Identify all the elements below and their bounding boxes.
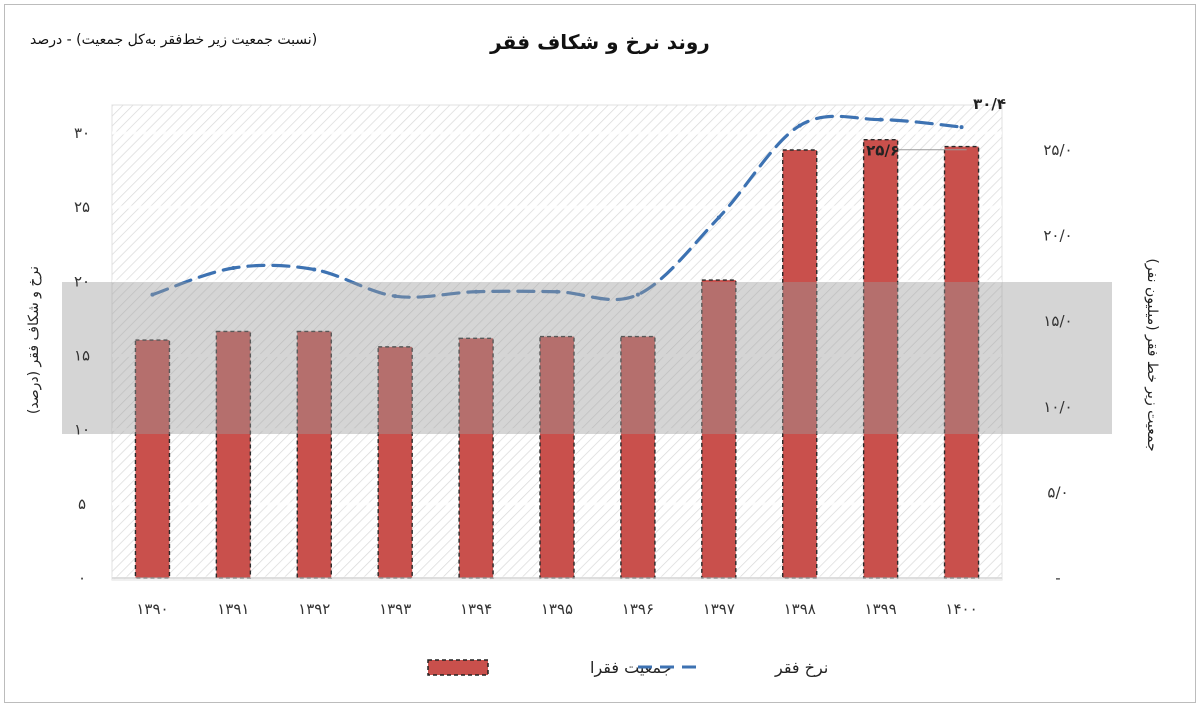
x-tick-label: ۱۳۹۰ [136,600,168,618]
y-right-tick-label: ۱۵/۰ [1043,312,1072,330]
watermark-band [62,282,1112,434]
data-label: ۲۵/۶ [866,142,899,160]
y-axis-left: ۰ ۵ ۱۰ ۱۵ ۲۰ ۲۵ ۳۰ [74,124,90,587]
x-axis: ۱۳۹۰ ۱۳۹۱ ۱۳۹۲ ۱۳۹۳ ۱۳۹۴ ۱۳۹۵ ۱۳۹۶ ۱۳۹۷ ۱۳۹۸ ۱۳۹۹… [112,577,1002,618]
y-axis-right: - ۵/۰ ۱۰/۰ ۱۵/۰ ۲۰/۰ ۲۵/۰ [1043,141,1072,587]
x-tick-label: ۱۳۹۹ [865,600,897,618]
bar [134,339,171,579]
x-tick-label: ۱۳۹۳ [379,600,411,618]
line-point [635,292,640,297]
y-axis-left-title: نرخ و شکاف فقر (درصد) [26,266,42,414]
line-point [393,294,398,299]
y-right-tick-label: ۲۵/۰ [1043,141,1072,159]
bar [539,335,575,579]
y-left-tick-label: ۱۰ [74,421,90,439]
x-tick-label: ۱۳۹۴ [460,600,492,618]
y-left-tick-label: ۵ [78,495,86,513]
x-tick-label: ۱۳۹۵ [541,600,573,618]
bar [943,145,980,579]
y-axis-right-title: جمعیت زیر خط فقر (میلیون نفر) [1144,258,1160,451]
legend: جمعیت فقرا نرخ فقر [427,658,828,678]
data-label: ۳۰/۴ [973,95,1006,113]
bar [620,335,656,579]
line-point [878,117,883,122]
bar [377,346,413,579]
line-point [716,215,721,220]
x-tick-label: ۱۳۹۷ [703,600,735,618]
line-point [555,289,559,294]
y-left-tick-label: ۱۵ [74,347,90,365]
legend-label-bars: جمعیت فقرا [590,658,672,678]
chart-subtitle: (نسبت جمعیت زیر خط‌فقر به‌کل جمعیت) - در… [30,32,318,48]
line-point [231,265,236,270]
y-left-tick-label: ۲۵ [74,198,90,216]
legend-label-line: نرخ فقر [774,658,828,678]
legend-bar-swatch [427,659,489,676]
line-series [150,114,964,302]
line-point [959,125,964,130]
x-tick-label: ۱۳۹۱ [217,600,249,618]
line-point [150,292,155,297]
line-point [474,289,479,294]
bar [701,279,737,579]
x-tick-label: ۱۴۰۰ [945,600,977,618]
bar [782,149,818,579]
x-tick-label: ۱۳۹۸ [784,600,816,618]
x-tick-label: ۱۳۹۲ [298,600,330,618]
line-path [150,114,964,302]
bar [862,139,899,579]
y-left-tick-label: ۳۰ [74,124,90,142]
y-left-tick-label: ۲۰ [74,272,90,290]
x-tick-label: ۱۳۹۶ [622,600,654,618]
line-point [312,267,317,272]
y-right-tick-label: ۱۰/۰ [1043,398,1072,416]
bar [215,330,252,579]
bar-series [134,139,980,579]
data-labels: ۳۰/۴ ۲۵/۶ [866,95,1006,160]
y-right-tick-label: ۲۰/۰ [1043,227,1072,245]
y-right-tick-label: - [1055,569,1060,587]
y-left-tick-label: ۰ [78,569,86,587]
y-right-tick-label: ۵/۰ [1047,483,1068,501]
line-point [797,123,802,128]
bar [296,330,332,579]
chart-title: روند نرخ و شکاف فقر [490,30,710,54]
